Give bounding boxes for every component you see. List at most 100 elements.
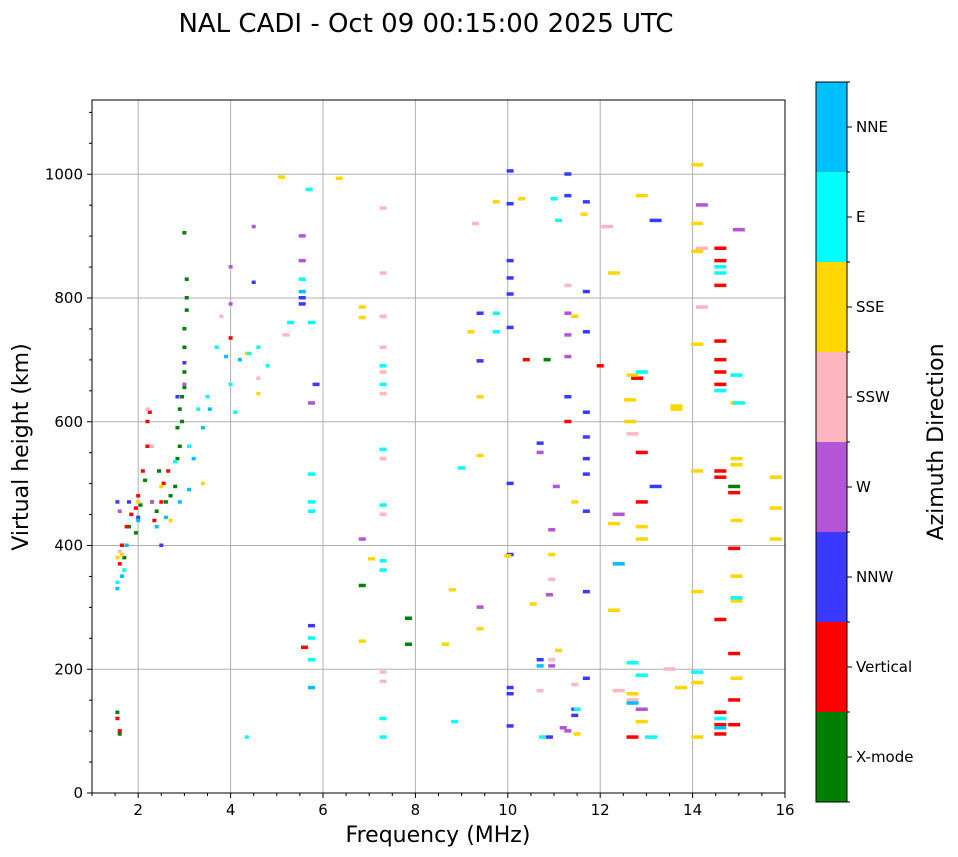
grid-lines	[92, 100, 785, 793]
data-point	[196, 407, 201, 411]
data-point	[564, 283, 572, 288]
data-point	[182, 370, 187, 374]
data-point	[143, 478, 148, 483]
data-point	[136, 494, 141, 498]
data-point	[145, 419, 150, 424]
y-tick-label: 200	[54, 660, 83, 678]
data-point	[714, 246, 727, 250]
data-point	[691, 670, 704, 674]
data-point	[145, 407, 150, 411]
data-point	[177, 500, 182, 504]
data-point	[555, 648, 563, 653]
data-point	[506, 481, 514, 486]
data-point	[596, 364, 604, 368]
data-point	[492, 330, 500, 334]
data-point	[564, 395, 572, 399]
data-point	[244, 735, 249, 739]
data-point	[626, 692, 639, 696]
data-point	[163, 515, 168, 520]
data-point	[730, 676, 743, 681]
data-point	[228, 265, 233, 269]
data-point	[571, 713, 579, 718]
data-point	[536, 657, 544, 662]
series-nne	[115, 289, 727, 730]
data-point	[635, 370, 648, 374]
data-point	[182, 385, 187, 390]
data-point	[612, 688, 625, 693]
data-point	[358, 305, 366, 309]
colorbar-label: SSE	[856, 298, 885, 316]
data-point	[307, 320, 315, 325]
data-point	[379, 679, 387, 684]
colorbar-segment	[816, 262, 847, 352]
data-point	[156, 469, 161, 473]
data-point	[120, 574, 125, 578]
data-point	[187, 444, 192, 448]
data-point	[379, 364, 387, 368]
data-point	[548, 664, 556, 668]
data-point	[582, 410, 590, 414]
data-point	[601, 224, 614, 229]
data-point	[305, 187, 313, 192]
data-point	[730, 596, 743, 600]
data-point	[631, 376, 644, 380]
x-tick-label: 16	[775, 801, 794, 819]
data-point	[582, 289, 590, 294]
data-point	[358, 537, 366, 541]
colorbar-label: E	[856, 208, 865, 226]
data-point	[564, 419, 572, 424]
data-point	[626, 698, 639, 702]
data-point	[582, 472, 590, 476]
data-point	[564, 333, 572, 337]
colorbar-label: SSW	[856, 388, 890, 406]
data-point	[608, 521, 621, 526]
data-point	[187, 487, 192, 492]
data-point	[298, 277, 306, 281]
data-point	[256, 345, 261, 349]
data-point	[714, 271, 727, 275]
series-vertical	[115, 246, 741, 739]
data-point	[476, 311, 484, 315]
data-point	[228, 336, 233, 340]
data-point	[649, 484, 662, 489]
data-point	[180, 395, 185, 399]
data-point	[714, 722, 727, 727]
data-point	[182, 382, 187, 387]
data-point	[122, 568, 127, 572]
data-point	[154, 509, 159, 513]
data-point	[518, 197, 526, 201]
data-point	[145, 444, 150, 448]
data-point	[441, 642, 449, 646]
data-point	[237, 357, 242, 362]
data-point	[307, 401, 315, 405]
data-point	[298, 258, 306, 263]
data-point	[379, 512, 387, 517]
colorbar: X-mode Vertical NNW W SSW SSE E NNE	[815, 81, 913, 803]
data-point	[691, 589, 704, 594]
data-point	[126, 500, 131, 504]
data-point	[675, 685, 688, 690]
data-point	[506, 276, 514, 280]
data-point	[670, 407, 683, 411]
data-point	[645, 735, 658, 739]
data-point	[732, 401, 745, 405]
data-point	[448, 588, 456, 592]
colorbar-segment	[816, 82, 847, 172]
data-point	[714, 710, 727, 715]
colorbar-label: X-mode	[856, 748, 913, 766]
data-point	[182, 231, 187, 235]
data-point	[200, 481, 205, 486]
data-point	[312, 382, 320, 387]
colorbar-label: W	[856, 478, 871, 496]
data-point	[379, 503, 387, 507]
data-point	[335, 176, 343, 181]
data-point	[115, 710, 120, 715]
data-point	[244, 351, 249, 356]
data-point	[732, 227, 745, 232]
data-point	[379, 716, 387, 721]
data-point	[256, 376, 261, 380]
data-point	[548, 657, 556, 662]
data-point	[573, 707, 581, 711]
data-point	[580, 212, 588, 216]
data-point	[307, 500, 315, 504]
